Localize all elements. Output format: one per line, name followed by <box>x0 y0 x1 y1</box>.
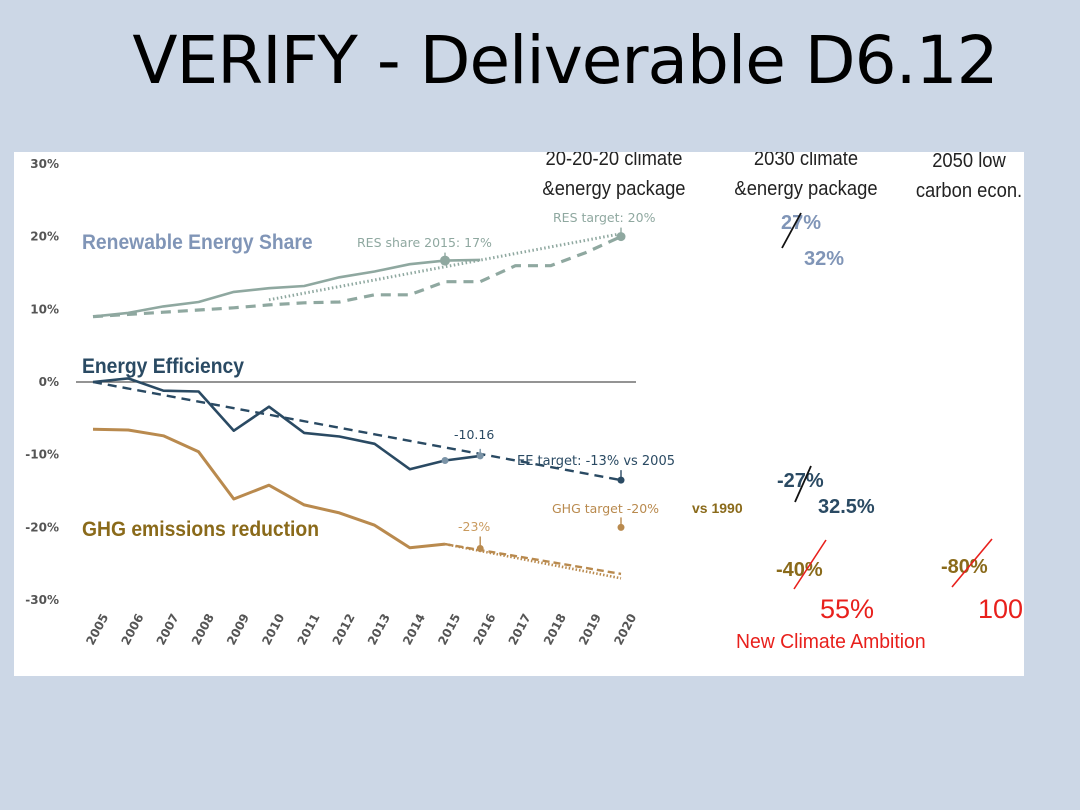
x-tick-label: 2007 <box>154 611 182 647</box>
res-target-annotation: RES target: 20% <box>553 210 656 225</box>
marker-ee-2016 <box>476 452 484 460</box>
ghg-2050-new: 100% <box>978 594 1024 624</box>
new-climate-ambition: New Climate Ambition <box>736 631 926 653</box>
y-tick-labels: 30% 20% 10% 0% -10% -20% -30% <box>25 157 59 607</box>
series-line-ghg-projection-a <box>444 542 622 576</box>
res-2030-old: 27% <box>781 212 821 234</box>
x-tick-label: 2015 <box>435 611 463 647</box>
x-tick-label: 2013 <box>365 611 393 647</box>
ghg-2050-strike <box>951 538 993 588</box>
ee-value-annotation: -10.16 <box>454 427 494 442</box>
ghg-2030-new: 55% <box>820 594 874 624</box>
y-tick-label: 20% <box>30 230 59 244</box>
y-tick-label: 30% <box>30 157 59 171</box>
series-line-ghg-actual <box>92 427 446 550</box>
chart-panel: 30% 20% 10% 0% -10% -20% -30% 2005 2006 2007 2008… <box>14 148 1047 676</box>
x-tick-labels: 2005 2006 2007 2008 2009 2010 2011 2012 2013 2014… <box>83 611 639 647</box>
ee-target-annotation: EE target: -13% vs 2005 <box>517 454 675 469</box>
x-tick-label: 2011 <box>294 611 322 647</box>
ghg-target-annotation: GHG target -20% <box>552 501 659 516</box>
x-tick-label: 2020 <box>611 611 639 647</box>
series-markers <box>440 227 626 552</box>
x-tick-label: 2008 <box>189 611 217 647</box>
y-tick-label: -20% <box>25 520 59 534</box>
x-tick-label: 2014 <box>400 611 428 647</box>
package-2030-line2: &energy package <box>734 178 877 200</box>
ee-2030-strike <box>794 465 812 503</box>
x-tick-label: 2019 <box>576 611 604 647</box>
ghg-2030-strike <box>793 539 827 590</box>
y-tick-label: 0% <box>39 375 59 389</box>
res-2030-strike <box>781 212 802 249</box>
ghg-label: GHG emissions reduction <box>82 518 319 541</box>
ghg-value-annotation: -23% <box>458 519 490 534</box>
marker-ghg-2016 <box>476 544 484 552</box>
x-tick-label: 2018 <box>541 611 569 647</box>
package-2020-line1: 20-20-20 climate <box>546 152 683 170</box>
marker-ee-2015 <box>441 457 449 465</box>
ee-2030-new: 32.5% <box>818 496 875 518</box>
slide-title: VERIFY - Deliverable D6.12 <box>132 22 998 99</box>
package-2050-line2: carbon econ. <box>916 180 1022 202</box>
x-tick-label: 2006 <box>118 611 146 647</box>
ghg-2030-old: -40% <box>776 559 823 581</box>
x-tick-label: 2009 <box>224 611 252 647</box>
ee-2030-old: -27% <box>777 470 824 492</box>
x-tick-label: 2005 <box>83 611 111 647</box>
series-line-res-actual <box>92 258 481 318</box>
marker-res-2015 <box>440 255 450 266</box>
x-tick-label: 2010 <box>259 611 287 647</box>
res-label: Renewable Energy Share <box>82 231 313 254</box>
marker-ghg-target <box>617 523 625 531</box>
package-2050-line1: 2050 low <box>932 152 1006 172</box>
series-lines <box>92 232 622 580</box>
series-line-ee-actual <box>92 377 481 471</box>
series-line-res-trajectory <box>92 235 622 319</box>
ghg-vs-annotation: vs 1990 <box>692 500 743 516</box>
marker-res-target <box>616 232 626 242</box>
ee-label: Energy Efficiency <box>82 355 245 378</box>
y-tick-label: -30% <box>25 593 59 607</box>
package-2020-line2: &energy package <box>542 178 685 200</box>
y-tick-label: 10% <box>30 302 59 316</box>
x-tick-label: 2016 <box>470 611 498 647</box>
res-2030-new: 32% <box>804 248 844 270</box>
package-2030-line1: 2030 climate <box>754 152 858 170</box>
res-2015-annotation: RES share 2015: 17% <box>357 235 492 250</box>
x-tick-label: 2017 <box>506 611 534 647</box>
marker-ee-target <box>617 476 625 484</box>
ghg-2050-old: -80% <box>941 556 988 578</box>
y-tick-label: -10% <box>25 448 59 462</box>
x-tick-label: 2012 <box>330 611 358 647</box>
chart-svg: 30% 20% 10% 0% -10% -20% -30% 2005 2006 2007 2008… <box>25 148 1047 653</box>
